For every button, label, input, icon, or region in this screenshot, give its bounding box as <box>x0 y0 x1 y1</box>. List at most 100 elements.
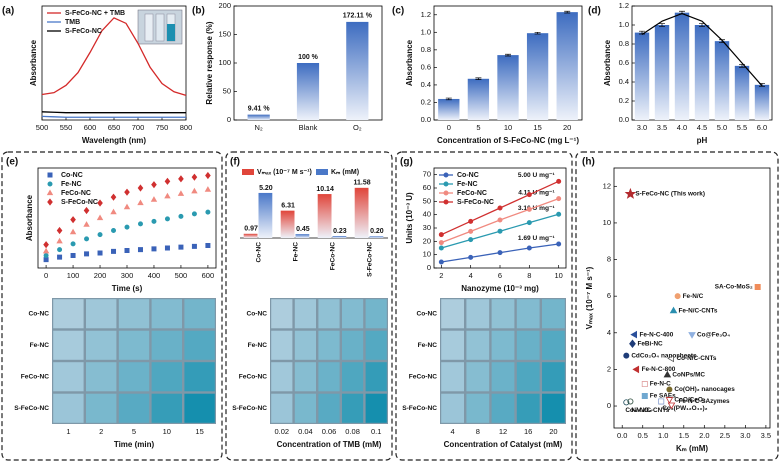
photo-cell <box>294 362 316 392</box>
x-tick-label: 650 <box>108 123 121 132</box>
error-bar <box>659 23 665 27</box>
photo-row-label: Fe-NC <box>248 342 268 349</box>
data-point <box>526 245 532 251</box>
panel-frame <box>395 151 573 461</box>
photo-cell <box>441 362 464 392</box>
fit-curve <box>641 13 763 87</box>
data-point <box>556 211 562 217</box>
x-tick-label: 600 <box>84 123 97 132</box>
y-tick-label: 70 <box>423 170 431 179</box>
bar <box>247 114 270 120</box>
data-point <box>468 237 474 243</box>
x-axis-title: Kₘ (mM) <box>676 444 708 453</box>
y-tick-label: 200 <box>218 1 231 10</box>
data-point <box>526 206 532 212</box>
bar <box>497 55 519 120</box>
x-tick-label: 600 <box>202 271 215 280</box>
data-point <box>191 187 198 194</box>
data-point <box>164 177 171 185</box>
x-tick-label: Fe-NC <box>292 242 299 262</box>
point-label: Fe-N-C <box>650 381 671 388</box>
data-point <box>438 259 444 265</box>
point-label: Fe-N-C-400 <box>640 331 674 338</box>
point-label: Co@Fe₃O₄ <box>697 331 730 338</box>
legend-marker <box>443 172 449 178</box>
x-tick-label: Blank <box>299 123 318 132</box>
data-point <box>629 339 636 349</box>
x-tick-label: 550 <box>60 123 73 132</box>
x-tick-label: 3.0 <box>637 123 647 132</box>
point-label: Co₃(PW₁₂O₄₀)₂ <box>662 405 707 412</box>
data-point <box>56 237 63 244</box>
x-tick-label: 750 <box>156 123 169 132</box>
bar <box>369 236 384 238</box>
photo-column-label: 16 <box>524 427 532 436</box>
x-tick-label: 10 <box>554 271 562 280</box>
legend-marker <box>47 172 53 178</box>
data-point <box>123 203 131 210</box>
x-tick-label: 100 <box>67 271 80 280</box>
data-point <box>83 221 90 227</box>
photo-cell <box>118 362 150 392</box>
bar-value-label: 10.14 <box>316 186 334 193</box>
x-tick-label: 4 <box>469 271 473 280</box>
data-point <box>438 232 444 238</box>
point-label: CoO/CeO₂ <box>674 396 705 403</box>
photo-cell <box>271 393 293 423</box>
data-point <box>497 217 503 223</box>
panel-frame <box>1 151 223 461</box>
y-tick-label: 0 <box>607 401 611 410</box>
data-point <box>667 354 674 363</box>
panel-label: (b) <box>192 6 205 17</box>
legend-label: Fe-NC <box>61 181 82 188</box>
y-tick-label: 150 <box>218 29 231 38</box>
photo-cell <box>86 330 117 360</box>
data-point <box>43 257 49 263</box>
data-point <box>556 196 562 202</box>
photo-cell <box>542 299 565 329</box>
panel-label: (c) <box>392 6 404 17</box>
legend-label: Vₘₐₓ (10⁻⁷ M s⁻¹) <box>257 169 312 176</box>
photo-cell <box>318 330 340 360</box>
data-point <box>43 252 49 258</box>
series-line <box>41 17 187 96</box>
x-tick-label: 10 <box>504 123 512 132</box>
data-point <box>111 227 117 233</box>
data-point <box>438 240 444 246</box>
data-point <box>137 247 143 253</box>
data-point <box>56 226 63 235</box>
photo-cell <box>441 299 464 329</box>
x-tick-label: 1.5 <box>679 431 689 440</box>
legend-label: Fe-NC <box>457 181 478 188</box>
data-point <box>658 398 665 405</box>
photo-cell <box>516 362 540 392</box>
y-tick-label: 6 <box>607 291 611 300</box>
photo-cell <box>151 299 182 329</box>
photo-cell <box>184 393 215 423</box>
photo-row-label: Co-NC <box>246 311 267 318</box>
data-point <box>151 218 157 224</box>
photo-column-label: 0.06 <box>322 427 337 436</box>
data-point <box>110 193 117 201</box>
photo-column-label: 12 <box>499 427 507 436</box>
y-tick-label: 50 <box>423 196 431 205</box>
x-tick-label: 5 <box>476 123 480 132</box>
x-axis-title: pH <box>697 136 708 145</box>
y-tick-label: 1.2 <box>619 1 629 10</box>
data-point <box>137 184 144 192</box>
x-tick-label: 0 <box>447 123 451 132</box>
data-point <box>666 386 673 393</box>
bar <box>317 194 332 238</box>
point-label: Co₃V₂O₈ <box>625 407 652 414</box>
y-tick-label: 0.0 <box>619 115 629 124</box>
data-point <box>69 228 77 235</box>
y-tick-label: 0.6 <box>421 62 431 71</box>
panel-label: (h) <box>582 157 595 168</box>
photo-axis-title: Concentration of Catalyst (mM) <box>444 440 563 449</box>
x-tick-label: 8 <box>527 271 531 280</box>
data-point <box>124 224 130 230</box>
legend-marker <box>47 181 53 187</box>
error-bar <box>475 77 482 81</box>
bar <box>634 32 650 120</box>
point-label: Fe-N/C-CNTs <box>679 308 718 315</box>
